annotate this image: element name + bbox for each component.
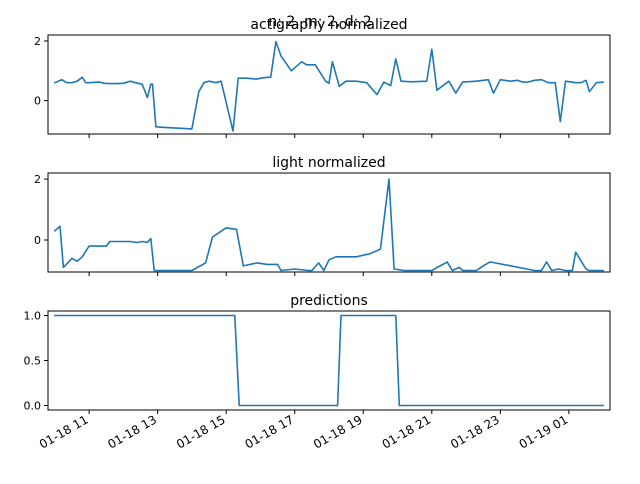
x-tick-label: 01-18 11 bbox=[37, 412, 91, 451]
y-tick-label: 0.0 bbox=[24, 400, 42, 413]
x-tick-label: 01-18 21 bbox=[380, 412, 434, 451]
x-tick-label: 01-18 17 bbox=[243, 412, 297, 451]
axes-frame bbox=[47, 172, 611, 273]
x-tick-label: 01-18 23 bbox=[448, 412, 502, 451]
axes-frame bbox=[47, 310, 611, 411]
series-line bbox=[54, 314, 604, 407]
axes-frame bbox=[47, 34, 611, 135]
series-line bbox=[53, 178, 604, 272]
subplot-3: predictions 0.0 0.5 1.0 bbox=[24, 293, 611, 414]
y-tick-label: 0 bbox=[34, 95, 41, 108]
subplots: actigraphy normalized 0 2 light normalized 0… bbox=[24, 17, 611, 414]
y-tick-label: 1.0 bbox=[24, 310, 42, 323]
x-tick-label: 01-19 01 bbox=[517, 412, 571, 451]
y-tick-label: 0 bbox=[34, 234, 41, 247]
x-tick-label: 01-18 19 bbox=[311, 412, 365, 451]
y-tick-label: 2 bbox=[34, 35, 41, 48]
y-tick-label: 0.5 bbox=[24, 355, 42, 368]
subplot-title: predictions bbox=[290, 293, 368, 309]
series-line bbox=[53, 40, 604, 132]
subplot-title: actigraphy normalized bbox=[250, 17, 407, 33]
y-tick-label: 2 bbox=[34, 173, 41, 186]
subplot-2: light normalized 0 2 bbox=[34, 155, 611, 276]
x-tick-label: 01-18 13 bbox=[105, 412, 159, 451]
subplot-1: actigraphy normalized 0 2 bbox=[34, 17, 611, 138]
figure-suptitle: n: 2, m: 2, d: 2 bbox=[268, 14, 371, 30]
x-axis-ticks: 01-18 11 01-18 13 01-18 15 01-18 17 01-18 19… bbox=[37, 412, 570, 451]
subplot-title: light normalized bbox=[272, 155, 385, 171]
x-tick-label: 01-18 15 bbox=[174, 412, 228, 451]
